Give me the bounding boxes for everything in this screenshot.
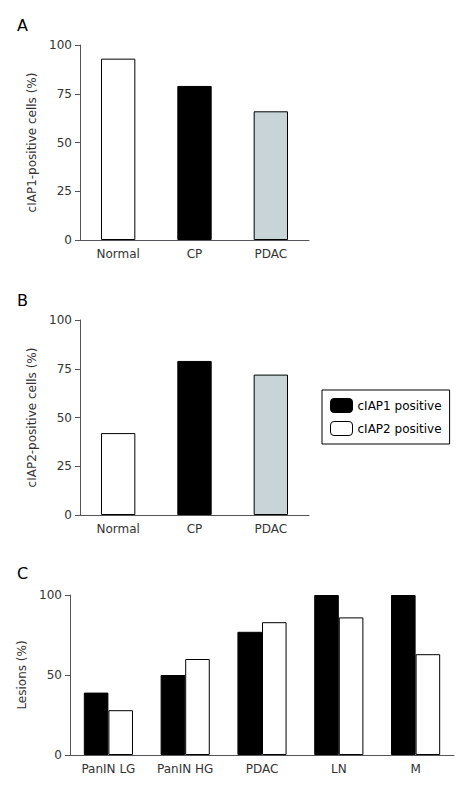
svg-text:B: B [17, 291, 28, 310]
svg-text:PanIN LG: PanIN LG [81, 762, 135, 776]
svg-text:50: 50 [47, 668, 62, 682]
svg-text:0: 0 [54, 748, 62, 762]
svg-text:100: 100 [39, 588, 62, 602]
svg-text:cIAP2-positive cells (%): cIAP2-positive cells (%) [25, 348, 39, 488]
svg-text:LN: LN [331, 762, 347, 776]
svg-text:25: 25 [57, 184, 72, 198]
svg-text:100: 100 [49, 38, 72, 52]
svg-text:PDAC: PDAC [255, 522, 288, 536]
svg-text:50: 50 [57, 136, 72, 150]
svg-text:Normal: Normal [96, 247, 139, 261]
svg-text:PDAC: PDAC [255, 247, 288, 261]
svg-text:CP: CP [187, 247, 203, 261]
svg-text:CP: CP [187, 522, 203, 536]
svg-text:cIAP1-positive cells (%): cIAP1-positive cells (%) [25, 73, 39, 213]
svg-text:75: 75 [57, 87, 72, 101]
svg-text:75: 75 [57, 362, 72, 376]
svg-text:Normal: Normal [96, 522, 139, 536]
svg-text:PanIN HG: PanIN HG [157, 762, 213, 776]
svg-text:Lesions (%): Lesions (%) [15, 640, 29, 709]
svg-text:25: 25 [57, 459, 72, 473]
svg-text:A: A [17, 16, 28, 35]
svg-text:cIAP2 positive: cIAP2 positive [358, 422, 442, 436]
svg-text:0: 0 [64, 233, 72, 247]
svg-text:0: 0 [64, 508, 72, 522]
svg-text:cIAP1 positive: cIAP1 positive [358, 399, 442, 413]
svg-text:100: 100 [49, 313, 72, 327]
svg-text:PDAC: PDAC [246, 762, 279, 776]
svg-text:50: 50 [57, 411, 72, 425]
svg-text:M: M [410, 762, 420, 776]
svg-text:C: C [17, 564, 28, 583]
